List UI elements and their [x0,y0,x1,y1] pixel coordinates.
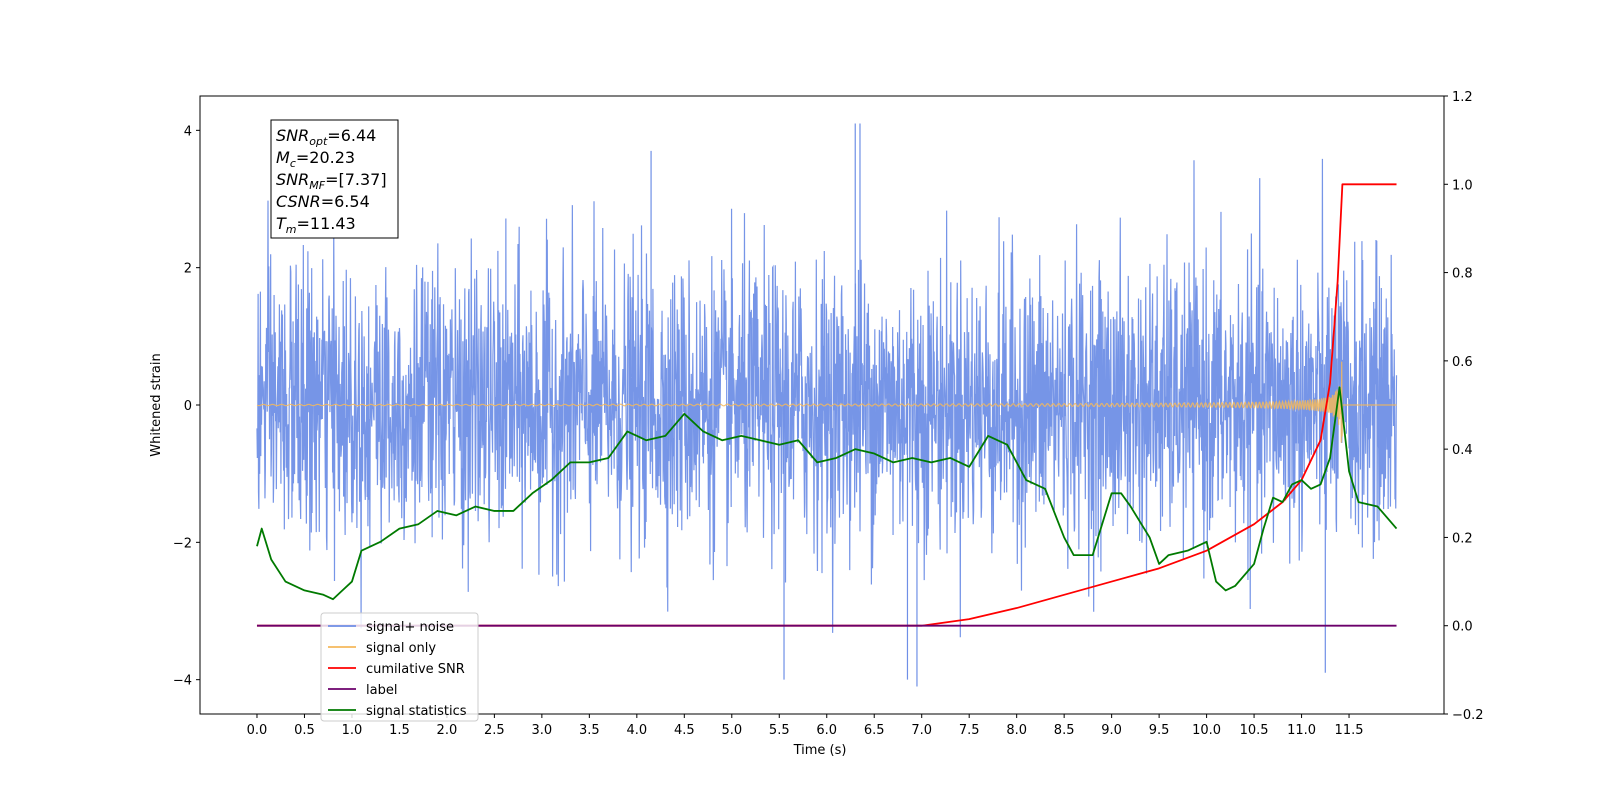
x-tick-label: 8.5 [1054,723,1075,738]
legend-entry: signal+ noise [366,620,454,635]
x-tick-label: 8.0 [1006,723,1027,738]
x-tick-label: 5.0 [721,723,742,738]
x-tick-label: 11.0 [1287,723,1316,738]
x-tick-label: 10.0 [1192,723,1221,738]
y2-tick-label: 1.2 [1452,90,1473,105]
legend-entry: signal statistics [366,704,467,719]
x-tick-label: 5.5 [769,723,790,738]
series-signal-only [256,361,1397,443]
legend-entry: cumilative SNR [366,662,465,677]
y2-tick-label: 0.2 [1452,531,1473,546]
x-tick-label: 7.5 [959,723,980,738]
x-tick-label: 3.5 [579,723,600,738]
x-tick-label: 0.5 [294,723,315,738]
y2-tick-label: 0.4 [1452,443,1473,458]
x-tick-label: 4.5 [674,723,695,738]
y-axis-right: 1.2 1.0 0.8 0.6 0.4 0.2 0.0 −0.2 [1444,90,1484,723]
legend-entry: label [366,683,397,698]
x-tick-label: 4.0 [626,723,647,738]
y-tick-label: 2 [184,262,192,277]
annotation-line: SNRopt=6.44 [276,126,376,148]
x-tick-label: 7.0 [911,723,932,738]
x-tick-label: 1.0 [342,723,363,738]
x-axis: 0.0 0.5 1.0 1.5 2.0 2.5 3.0 3.5 4.0 4.5 5.0 5.5 6.0 6… [247,714,1364,738]
series-signal-statistics [256,386,1398,601]
legend-entry: signal only [366,641,436,656]
annotation-line: Mc=20.23 [276,148,355,170]
y-axis-left: 4 2 0 −2 −4 [173,124,200,689]
y2-tick-label: 0.6 [1452,355,1473,370]
y-tick-label: 4 [184,124,192,139]
legend: signal+ noise signal only cumilative SNR la… [320,612,479,722]
y-axis-label: Whitened strain [149,353,164,456]
series-signal-plus-noise [256,158,1398,638]
x-tick-label: 9.5 [1149,723,1170,738]
y2-tick-label: 0.0 [1452,620,1473,635]
x-tick-label: 2.0 [437,723,458,738]
annotation-line: SNRMF=[7.37] [276,170,387,192]
x-tick-label: 1.5 [389,723,410,738]
x-tick-label: 6.5 [864,723,885,738]
x-tick-label: 0.0 [247,723,268,738]
x-tick-label: 9.0 [1101,723,1122,738]
x-tick-label: 10.5 [1240,723,1269,738]
y2-tick-label: 1.0 [1452,178,1473,193]
y2-tick-label: −0.2 [1452,708,1484,723]
series-cumulative-snr [256,183,1397,627]
x-tick-label: 11.5 [1335,723,1364,738]
y-tick-label: −2 [173,536,192,551]
annotation-box: SNRopt=6.44Mc=20.23SNRMF=[7.37]CSNR=6.54… [270,119,399,239]
y-tick-label: −4 [173,674,192,689]
y-tick-label: 0 [184,399,192,414]
x-tick-label: 6.0 [816,723,837,738]
x-tick-label: 3.0 [532,723,553,738]
x-axis-label: Time (s) [793,743,847,758]
y2-tick-label: 0.8 [1452,267,1473,282]
annotation-line: Tm=11.43 [276,214,356,236]
annotation-line: CSNR=6.54 [276,192,370,211]
x-tick-label: 2.5 [484,723,505,738]
